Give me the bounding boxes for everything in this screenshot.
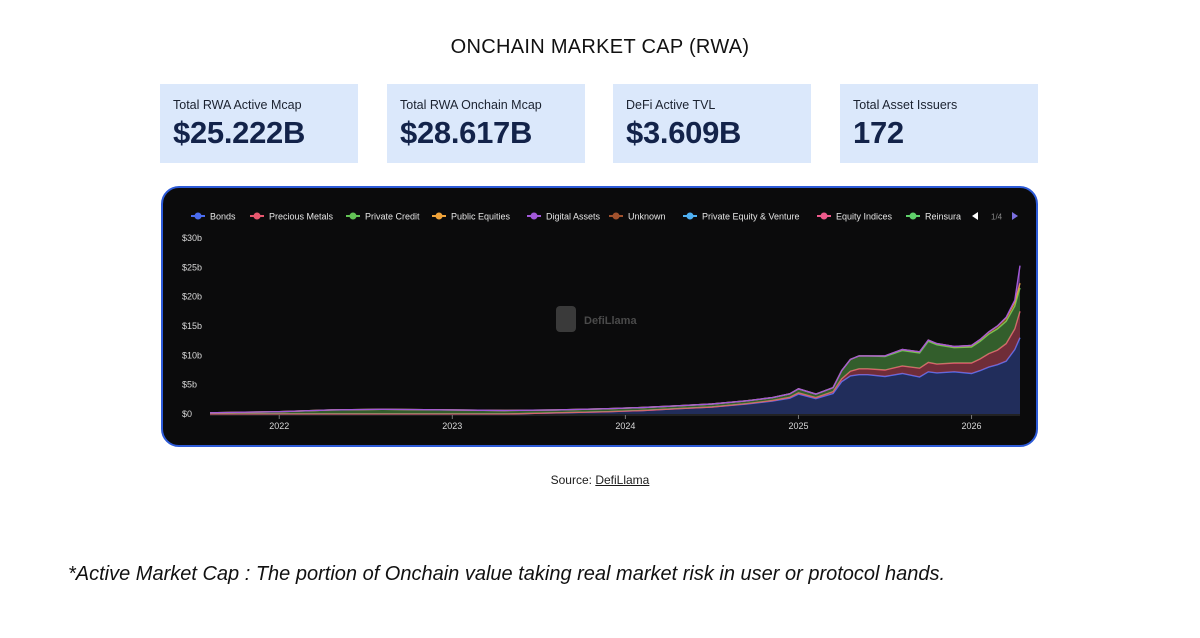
stat-value: $25.222B	[173, 115, 306, 150]
legend-item-equity-indices[interactable]: Equity Indices	[836, 212, 893, 222]
legend-marker-unknown	[612, 212, 620, 220]
legend-next-icon[interactable]	[1012, 212, 1018, 220]
y-tick-label: $25b	[182, 262, 202, 272]
legend-marker-bonds	[194, 212, 202, 220]
legend-item-precious-metals[interactable]: Precious Metals	[269, 212, 334, 222]
page-title: ONCHAIN MARKET CAP (RWA)	[450, 36, 750, 58]
stat-label: DeFi Active TVL	[626, 98, 716, 112]
legend-item-unknown[interactable]: Unknown	[628, 212, 666, 222]
watermark-text: DefiLlama	[584, 315, 637, 327]
legend-prev-icon[interactable]	[972, 212, 978, 220]
x-tick-label: 2025	[788, 421, 808, 431]
x-tick-label: 2026	[962, 421, 982, 431]
source-prefix: Source:	[550, 473, 592, 487]
stat-value: $28.617B	[400, 115, 533, 150]
y-tick-label: $10b	[182, 350, 202, 360]
y-tick-label: $30b	[182, 233, 202, 243]
legend-item-bonds[interactable]: Bonds	[210, 212, 236, 222]
chart-panel: DefiLlama $0 $5b $10b $15b $20b $25b $30b 2022 20…	[161, 186, 1038, 447]
source-line: Source: DefiLlama	[0, 473, 1200, 487]
footnote: *Active Market Cap : The portion of Onch…	[68, 563, 946, 585]
stat-card-defi-tvl: DeFi Active TVL $3.609B	[613, 84, 811, 163]
y-tick-label: $5b	[182, 380, 197, 390]
y-tick-label: $15b	[182, 321, 202, 331]
rwa-market-cap-chart: DefiLlama $0 $5b $10b $15b $20b $25b $30b 2022 20…	[182, 206, 1021, 431]
legend-marker-equity-indices	[820, 212, 828, 220]
source-link[interactable]: DefiLlama	[595, 473, 650, 487]
stat-label: Total RWA Onchain Mcap	[400, 98, 542, 112]
legend-item-reinsurance[interactable]: Reinsura	[925, 212, 961, 222]
watermark-logo	[556, 306, 576, 332]
series-line-digital-assets	[209, 265, 1021, 414]
legend-marker-digital-assets	[530, 212, 538, 220]
area-bonds	[210, 337, 1020, 414]
stat-card-asset-issuers: Total Asset Issuers 172	[840, 84, 1038, 163]
y-tick-label: $0	[182, 409, 192, 419]
legend-page-indicator: 1/4	[991, 213, 1003, 222]
stat-card-active-mcap: Total RWA Active Mcap $25.222B	[160, 84, 358, 163]
stat-label: Total Asset Issuers	[853, 98, 958, 112]
legend-marker-reinsurance	[909, 212, 917, 220]
legend-item-public-equities[interactable]: Public Equities	[451, 212, 511, 222]
x-tick-label: 2023	[442, 421, 462, 431]
legend-item-private-equity-venture[interactable]: Private Equity & Venture	[702, 212, 800, 222]
legend-marker-private-equity-venture	[686, 212, 694, 220]
series-line-precious-metals	[210, 311, 1021, 415]
legend-marker-precious-metals	[253, 212, 261, 220]
legend-item-private-credit[interactable]: Private Credit	[365, 212, 420, 222]
stat-value: $3.609B	[626, 115, 742, 150]
stat-label: Total RWA Active Mcap	[173, 98, 302, 112]
x-tick-label: 2022	[269, 421, 289, 431]
legend-marker-public-equities	[435, 212, 443, 220]
stat-card-onchain-mcap: Total RWA Onchain Mcap $28.617B	[387, 84, 585, 163]
x-tick-label: 2024	[615, 421, 635, 431]
legend-item-digital-assets[interactable]: Digital Assets	[546, 212, 601, 222]
stat-value: 172	[853, 115, 904, 150]
y-tick-label: $20b	[182, 292, 202, 302]
legend-marker-private-credit	[349, 212, 357, 220]
